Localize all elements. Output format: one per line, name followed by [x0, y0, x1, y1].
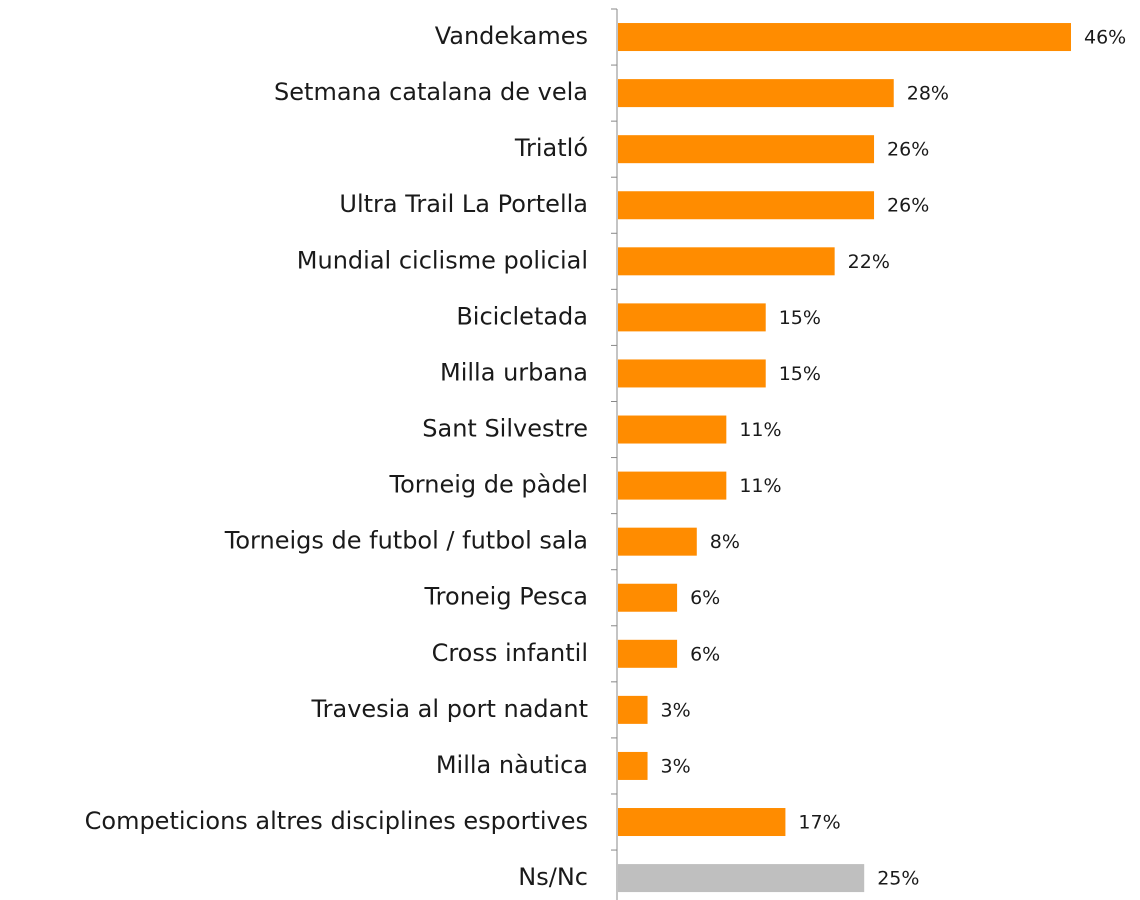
- value-label: 6%: [690, 643, 720, 665]
- value-label: 3%: [661, 755, 691, 777]
- bar: [618, 751, 648, 780]
- bar: [618, 527, 697, 556]
- bar: [618, 359, 766, 388]
- category-label: Ns/Nc: [518, 863, 588, 891]
- value-label: 11%: [739, 475, 781, 497]
- category-label: Mundial ciclisme policial: [297, 246, 588, 274]
- category-label: Travesia al port nadant: [311, 695, 589, 723]
- category-label: Competicions altres disciplines esportiv…: [85, 807, 588, 835]
- bar: [618, 639, 678, 668]
- value-label: 15%: [779, 363, 821, 385]
- bar: [618, 471, 727, 500]
- category-label: Torneigs de futbol / futbol sala: [224, 527, 588, 555]
- category-label: Torneig de pàdel: [389, 471, 588, 499]
- value-label: 6%: [690, 587, 720, 609]
- bar: [618, 695, 648, 724]
- bar: [618, 583, 678, 612]
- value-label: 22%: [848, 251, 890, 273]
- category-label: Sant Silvestre: [422, 415, 588, 443]
- value-label: 46%: [1084, 27, 1126, 49]
- category-label: Milla urbana: [440, 358, 588, 386]
- category-label: Troneig Pesca: [424, 583, 588, 611]
- value-label: 8%: [710, 531, 740, 553]
- value-label: 11%: [739, 419, 781, 441]
- category-label: Milla nàutica: [436, 751, 588, 779]
- category-label: Triatló: [514, 134, 588, 162]
- category-label: Cross infantil: [432, 639, 588, 667]
- category-label: Ultra Trail La Portella: [339, 190, 588, 218]
- category-label: Vandekames: [435, 22, 588, 50]
- category-label: Setmana catalana de vela: [274, 78, 588, 106]
- category-label: Bicicletada: [456, 302, 588, 330]
- bar: [618, 191, 875, 220]
- bar: [618, 23, 1071, 52]
- bar: [618, 808, 786, 837]
- bar: [618, 864, 865, 893]
- value-label: 3%: [661, 699, 691, 721]
- value-label: 26%: [887, 139, 929, 161]
- bar: [618, 247, 835, 276]
- bar: [618, 135, 875, 164]
- bar: [618, 303, 766, 332]
- value-label: 28%: [907, 83, 949, 105]
- value-label: 26%: [887, 195, 929, 217]
- value-label: 25%: [877, 868, 919, 890]
- bar: [618, 79, 894, 108]
- bar: [618, 415, 727, 444]
- value-label: 15%: [779, 307, 821, 329]
- value-label: 17%: [798, 812, 840, 834]
